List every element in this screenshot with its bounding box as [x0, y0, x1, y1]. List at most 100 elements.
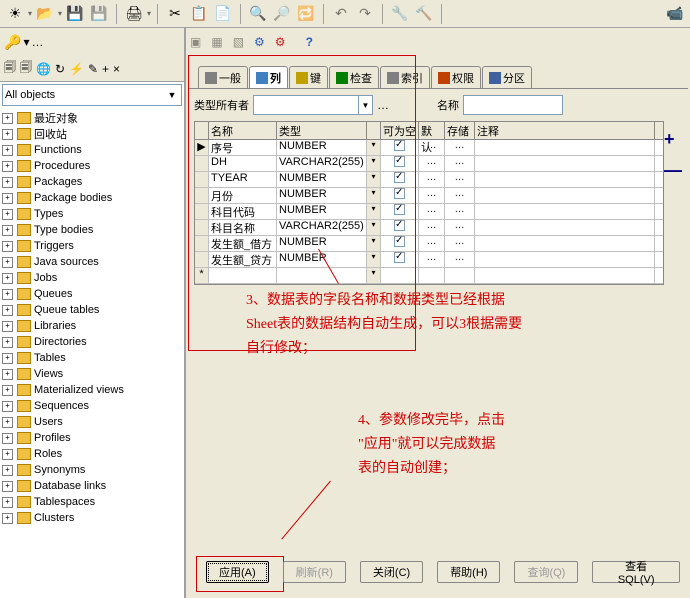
cell-store[interactable]: …: [445, 188, 475, 203]
expand-icon[interactable]: +: [2, 161, 13, 172]
table-row[interactable]: 发生额_贷方NUMBER▾……: [195, 252, 663, 268]
cell-store[interactable]: [445, 268, 475, 283]
apply-button[interactable]: 应用(A): [206, 561, 269, 583]
cell-default[interactable]: …: [419, 204, 445, 219]
tab-权限[interactable]: 权限: [431, 66, 481, 88]
expand-icon[interactable]: +: [2, 177, 13, 188]
type-dropdown-icon[interactable]: ▾: [367, 172, 381, 187]
columns-grid[interactable]: 名称 类型 可为空 默认 存储 注释 ▶序号NUMBER▾……DHVARCHAR…: [194, 121, 664, 285]
new-icon[interactable]: ☀: [4, 3, 26, 25]
cell-comment[interactable]: [475, 204, 655, 219]
tree-item[interactable]: +Functions: [2, 142, 182, 158]
cell-nullable[interactable]: [381, 140, 419, 155]
header-default[interactable]: 默认: [419, 122, 445, 139]
tree-item[interactable]: +Queues: [2, 286, 182, 302]
tree-item[interactable]: +Libraries: [2, 318, 182, 334]
tree-item[interactable]: +Synonyms: [2, 462, 182, 478]
tree-item[interactable]: +Jobs: [2, 270, 182, 286]
find-icon[interactable]: 🔍: [247, 3, 269, 25]
cell-nullable[interactable]: [381, 204, 419, 219]
exec2-icon[interactable]: ▦: [211, 35, 222, 49]
nullable-checkbox[interactable]: [394, 204, 405, 215]
tab-一般[interactable]: 一般: [198, 66, 248, 88]
tree-item[interactable]: +Tablespaces: [2, 494, 182, 510]
filter-dropdown-icon[interactable]: ▼: [165, 90, 179, 100]
cell-nullable[interactable]: [381, 156, 419, 171]
cell-nullable[interactable]: [381, 220, 419, 235]
tab-列[interactable]: 列: [249, 66, 288, 88]
fwd-icon[interactable]: 🗐: [20, 58, 32, 79]
cell-name[interactable]: 科目名称: [209, 220, 277, 235]
add-icon[interactable]: +: [102, 62, 109, 76]
tree-item[interactable]: +Roles: [2, 446, 182, 462]
cell-nullable[interactable]: [381, 268, 419, 283]
tab-索引[interactable]: 索引: [380, 66, 430, 88]
replace-icon[interactable]: 🔁: [295, 3, 317, 25]
cell-name[interactable]: DH: [209, 156, 277, 171]
expand-icon[interactable]: +: [2, 353, 13, 364]
owner-more[interactable]: …: [377, 98, 389, 112]
header-store[interactable]: 存储: [445, 122, 475, 139]
nullable-checkbox[interactable]: [394, 188, 405, 199]
cell-comment[interactable]: [475, 220, 655, 235]
cell-store[interactable]: …: [445, 156, 475, 171]
cell-type[interactable]: NUMBER: [277, 188, 367, 203]
tool-icon[interactable]: 🔧: [389, 3, 411, 25]
cut-icon[interactable]: ✂: [164, 3, 186, 25]
key-icon[interactable]: 🔑: [4, 34, 21, 51]
cell-nullable[interactable]: [381, 188, 419, 203]
copy-icon[interactable]: 📋: [188, 3, 210, 25]
tree-item[interactable]: +Types: [2, 206, 182, 222]
table-row[interactable]: *▾: [195, 268, 663, 284]
tree-item[interactable]: +Directories: [2, 334, 182, 350]
cell-store[interactable]: …: [445, 236, 475, 251]
tree-item[interactable]: +Tables: [2, 350, 182, 366]
cell-name[interactable]: 发生额_贷方: [209, 252, 277, 267]
cell-nullable[interactable]: [381, 236, 419, 251]
tree-item[interactable]: +Type bodies: [2, 222, 182, 238]
cell-comment[interactable]: [475, 172, 655, 187]
cell-store[interactable]: …: [445, 220, 475, 235]
table-row[interactable]: ▶序号NUMBER▾……: [195, 140, 663, 156]
key-dropdown[interactable]: ▾: [23, 35, 29, 49]
cell-store[interactable]: …: [445, 252, 475, 267]
cell-comment[interactable]: [475, 252, 655, 267]
tree-item[interactable]: +Packages: [2, 174, 182, 190]
nullable-checkbox[interactable]: [394, 156, 405, 167]
table-row[interactable]: 月份NUMBER▾……: [195, 188, 663, 204]
save-all-icon[interactable]: 💾: [88, 3, 110, 25]
expand-icon[interactable]: +: [2, 305, 13, 316]
expand-icon[interactable]: +: [2, 225, 13, 236]
gear-red-icon[interactable]: ⚙: [275, 35, 286, 49]
object-filter[interactable]: All objects ▼: [2, 84, 182, 106]
expand-icon[interactable]: +: [2, 129, 13, 140]
header-nullable[interactable]: 可为空: [381, 122, 419, 139]
help-button[interactable]: 帮助(H): [437, 561, 500, 583]
expand-icon[interactable]: +: [2, 449, 13, 460]
expand-icon[interactable]: +: [2, 289, 13, 300]
tree-item[interactable]: +Users: [2, 414, 182, 430]
gear-blue-icon[interactable]: ⚙: [254, 35, 265, 49]
reload-icon[interactable]: ↻: [55, 62, 65, 76]
cell-nullable[interactable]: [381, 172, 419, 187]
undo-icon[interactable]: ↶: [330, 3, 352, 25]
tree-item[interactable]: +Triggers: [2, 238, 182, 254]
cell-comment[interactable]: [475, 188, 655, 203]
cell-store[interactable]: …: [445, 204, 475, 219]
nullable-checkbox[interactable]: [394, 220, 405, 231]
tree-item[interactable]: +最近对象: [2, 110, 182, 126]
tool2-icon[interactable]: 🔨: [413, 3, 435, 25]
expand-icon[interactable]: +: [2, 417, 13, 428]
refresh-icon[interactable]: 🌐: [36, 62, 51, 76]
table-row[interactable]: 科目代码NUMBER▾……: [195, 204, 663, 220]
expand-icon[interactable]: +: [2, 497, 13, 508]
expand-icon[interactable]: +: [2, 433, 13, 444]
tree-item[interactable]: +Queue tables: [2, 302, 182, 318]
redo-icon[interactable]: ↷: [354, 3, 376, 25]
cell-name[interactable]: 月份: [209, 188, 277, 203]
help-icon[interactable]: ?: [306, 35, 313, 49]
tab-键[interactable]: 键: [289, 66, 328, 88]
tree-item[interactable]: +Package bodies: [2, 190, 182, 206]
find-next-icon[interactable]: 🔎: [271, 3, 293, 25]
cell-comment[interactable]: [475, 236, 655, 251]
